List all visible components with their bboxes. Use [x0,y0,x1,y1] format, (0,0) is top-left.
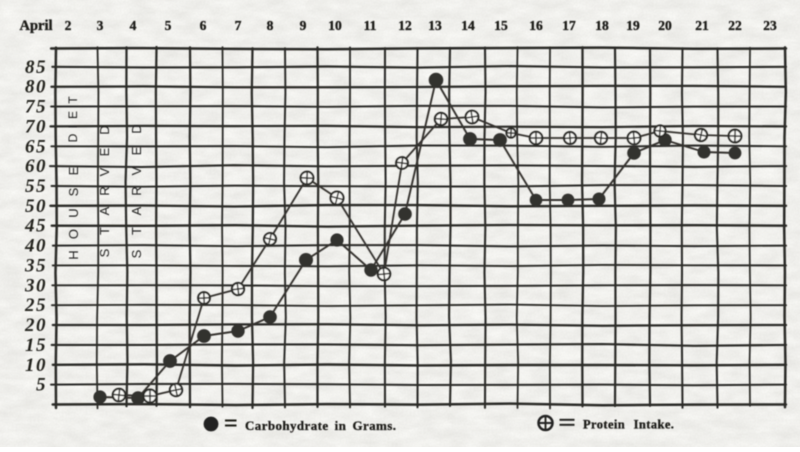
svg-text:A: A [129,206,144,215]
svg-text:55: 55 [25,176,47,197]
svg-text:D: D [129,124,144,133]
svg-text:11: 11 [364,18,377,33]
svg-text:D: D [66,133,80,142]
svg-text:80: 80 [25,77,47,98]
svg-text:22: 22 [728,18,742,33]
svg-text:17: 17 [562,18,576,33]
svg-text:13: 13 [428,18,442,33]
svg-text:S: S [66,187,81,196]
svg-text:40: 40 [24,236,47,257]
svg-text:10: 10 [25,355,47,376]
svg-text:T: T [66,96,80,104]
svg-text:21: 21 [695,18,709,33]
svg-text:U: U [66,208,81,217]
svg-text:14: 14 [461,18,475,33]
svg-text:25: 25 [24,295,47,316]
svg-text:16: 16 [529,18,543,33]
svg-text:65: 65 [25,136,47,157]
svg-text:April: April [19,18,52,34]
svg-text:R: R [97,186,112,195]
svg-text:R: R [129,186,144,195]
svg-text:6: 6 [200,18,207,33]
svg-text:2: 2 [65,18,72,33]
svg-text:5: 5 [36,375,47,396]
svg-text:S: S [97,248,112,257]
svg-text:19: 19 [626,18,640,33]
svg-text:45: 45 [24,216,47,237]
svg-text:A: A [97,206,112,215]
svg-text:60: 60 [25,156,47,177]
svg-text:E: E [66,166,81,175]
svg-text:20: 20 [658,18,672,33]
svg-text:12: 12 [398,18,412,33]
svg-text:T: T [97,227,112,235]
svg-text:85: 85 [25,57,47,78]
svg-text:30: 30 [24,275,47,296]
svg-text:H: H [66,250,81,259]
svg-text:23: 23 [763,18,777,33]
svg-text:18: 18 [595,18,609,33]
svg-text:E: E [129,146,144,155]
svg-text:5: 5 [165,18,172,33]
svg-text:9: 9 [300,18,307,33]
svg-text:50: 50 [25,196,47,217]
svg-text:V: V [97,167,112,176]
svg-text:15: 15 [25,335,47,356]
svg-text:E: E [66,111,80,119]
svg-text:D: D [97,125,112,134]
svg-text:35: 35 [24,255,47,276]
svg-text:15: 15 [494,18,508,33]
svg-text:O: O [66,229,81,239]
svg-text:4: 4 [130,18,137,33]
svg-text:I: I [66,125,80,128]
svg-text:Carbohydrate in Grams.: Carbohydrate in Grams. [245,418,396,433]
svg-text:75: 75 [25,97,47,118]
svg-text:T: T [129,227,144,235]
svg-text:V: V [129,166,144,175]
svg-text:10: 10 [328,18,342,33]
svg-text:8: 8 [267,18,274,33]
svg-text:20: 20 [24,315,47,336]
svg-text:7: 7 [235,18,242,33]
svg-text:70: 70 [25,116,47,137]
svg-text:S: S [129,249,144,258]
svg-text:3: 3 [97,18,104,33]
svg-text:Protein Intake.: Protein Intake. [583,418,674,432]
svg-text:E: E [97,147,112,156]
